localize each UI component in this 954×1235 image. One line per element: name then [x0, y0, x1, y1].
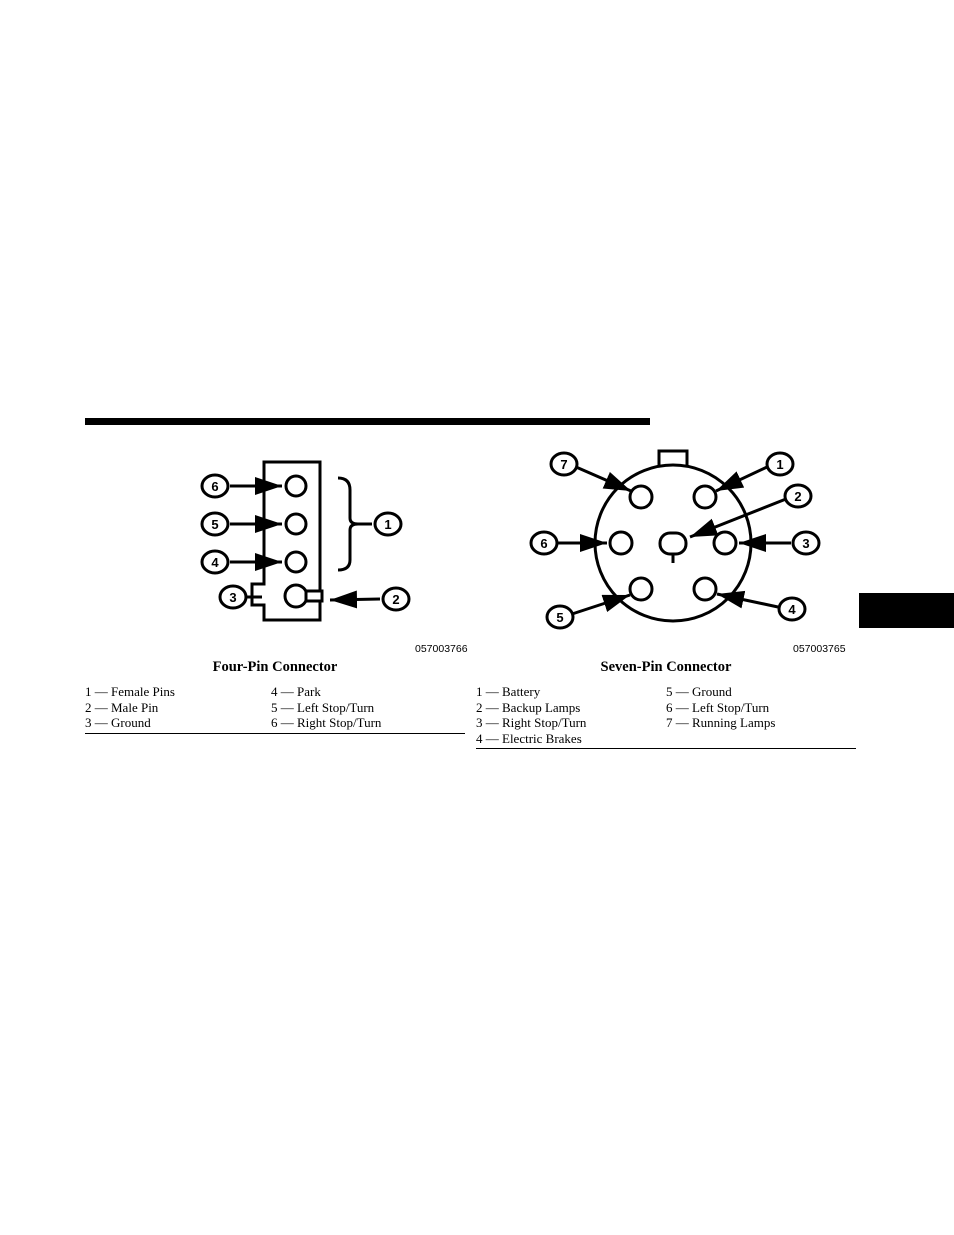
- legend-item: 1 — Battery: [476, 684, 666, 700]
- seven-pin-figure: 7 1 2 6 3 5 4: [520, 447, 825, 637]
- seven-pin-legend: 1 — Battery 2 — Backup Lamps 3 — Right S…: [476, 684, 856, 749]
- four-pin-caption: Four-Pin Connector: [85, 659, 465, 676]
- callout-5: 5: [556, 610, 563, 625]
- seven-pin-caption: Seven-Pin Connector: [476, 659, 856, 676]
- callout-1: 1: [776, 457, 783, 472]
- seven-pin-partnum: 057003765: [793, 643, 846, 655]
- callout-3: 3: [802, 536, 809, 551]
- callout-2: 2: [794, 489, 801, 504]
- callout-4: 4: [211, 555, 219, 570]
- legend-item: 4 — Park: [271, 684, 457, 700]
- legend-item: 5 — Ground: [666, 684, 852, 700]
- four-pin-partnum: 057003766: [415, 643, 468, 655]
- callout-6: 6: [211, 479, 218, 494]
- callout-5: 5: [211, 517, 218, 532]
- legend-item: 3 — Right Stop/Turn: [476, 715, 666, 731]
- legend-item: 3 — Ground: [85, 715, 271, 731]
- callout-4: 4: [788, 602, 796, 617]
- legend-item: 6 — Right Stop/Turn: [271, 715, 457, 731]
- four-pin-svg: 6 5 4 3 1 2: [190, 450, 460, 640]
- legend-item: 1 — Female Pins: [85, 684, 271, 700]
- legend-item: 7 — Running Lamps: [666, 715, 852, 731]
- callout-7: 7: [560, 457, 567, 472]
- callout-6: 6: [540, 536, 547, 551]
- top-divider: [85, 418, 650, 425]
- side-tab: [859, 593, 954, 628]
- four-pin-figure: 6 5 4 3 1 2: [190, 450, 460, 640]
- legend-item: 2 — Male Pin: [85, 700, 271, 716]
- legend-item: 4 — Electric Brakes: [476, 731, 666, 747]
- legend-item: 2 — Backup Lamps: [476, 700, 666, 716]
- callout-2: 2: [392, 592, 399, 607]
- four-pin-legend: 1 — Female Pins 2 — Male Pin 3 — Ground …: [85, 684, 465, 734]
- seven-pin-svg: 7 1 2 6 3 5 4: [520, 447, 825, 637]
- callout-1: 1: [384, 517, 391, 532]
- callout-3: 3: [229, 590, 236, 605]
- legend-item: 5 — Left Stop/Turn: [271, 700, 457, 716]
- legend-item: 6 — Left Stop/Turn: [666, 700, 852, 716]
